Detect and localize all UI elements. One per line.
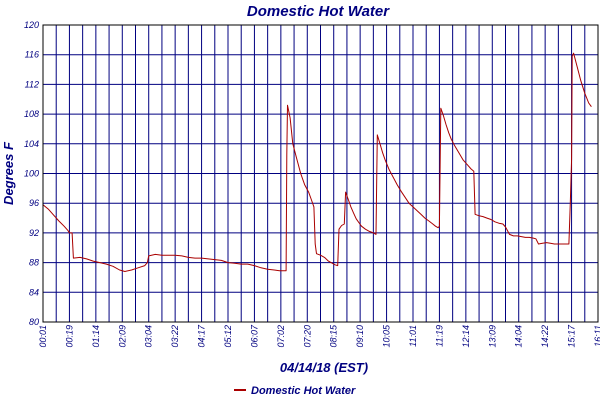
x-tick-label: 11:19 <box>434 325 444 347</box>
x-tick-label: 14:04 <box>514 325 524 348</box>
y-tick-label: 92 <box>29 228 39 238</box>
y-tick-label: 84 <box>29 287 39 297</box>
x-tick-label: 08:15 <box>329 324 339 348</box>
x-tick-label: 11:01 <box>408 325 418 347</box>
x-tick-label: 06:07 <box>249 324 259 348</box>
x-tick-label: 12:14 <box>461 325 471 348</box>
y-axis-ticks: 80 84 88 92 96 100 104 108 112 116 120 <box>24 20 39 327</box>
y-axis-title: Degrees F <box>1 141 16 205</box>
y-tick-label: 100 <box>24 169 39 179</box>
y-tick-label: 88 <box>29 258 39 268</box>
x-tick-label: 04:17 <box>197 324 207 348</box>
legend-label: Domestic Hot Water <box>251 385 356 397</box>
y-tick-label: 112 <box>25 79 39 89</box>
x-tick-label: 07:20 <box>302 325 312 348</box>
x-tick-label: 15:17 <box>567 324 577 348</box>
chart-title: Domestic Hot Water <box>247 3 390 20</box>
x-axis-title: 04/14/18 (EST) <box>280 360 368 375</box>
y-tick-label: 116 <box>25 50 39 60</box>
x-tick-label: 14:22 <box>540 325 550 348</box>
x-tick-label: 00:19 <box>64 325 74 348</box>
x-tick-label: 02:09 <box>117 325 127 348</box>
x-tick-label: 09:10 <box>355 325 365 348</box>
x-tick-label: 03:22 <box>170 325 180 348</box>
series-line-domestic-hot-water <box>42 52 592 272</box>
y-tick-label: 80 <box>29 317 39 327</box>
grid <box>42 24 599 323</box>
plot-frame <box>42 24 599 323</box>
x-tick-label: 16:11 <box>593 325 600 347</box>
x-axis-ticks: 00:01 00:19 01:14 02:09 03:04 03:22 04:17 05:12… <box>38 324 600 348</box>
x-tick-label: 10:05 <box>382 324 392 348</box>
x-tick-label: 00:01 <box>38 325 48 348</box>
y-tick-label: 96 <box>29 198 39 208</box>
series-layer <box>42 52 592 272</box>
legend: Domestic Hot Water <box>234 385 356 397</box>
x-tick-label: 03:04 <box>144 325 154 348</box>
y-tick-label: 108 <box>24 109 39 119</box>
y-tick-label: 120 <box>24 20 39 30</box>
y-tick-label: 104 <box>24 139 39 149</box>
x-tick-label: 01:14 <box>91 325 101 348</box>
x-tick-label: 07:02 <box>276 325 286 348</box>
x-tick-label: 13:09 <box>487 325 497 348</box>
x-tick-label: 05:12 <box>223 325 233 348</box>
